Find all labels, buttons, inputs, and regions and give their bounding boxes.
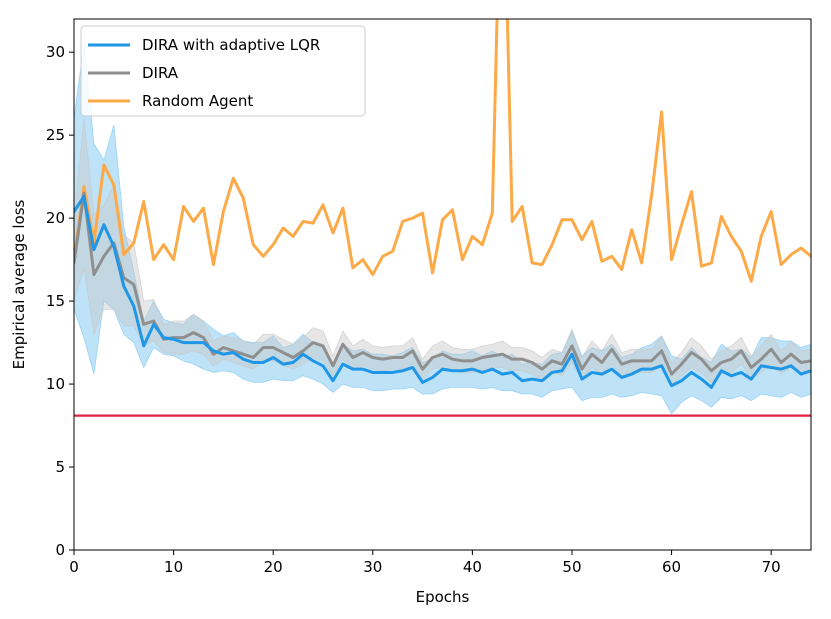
legend-label: Random Agent [142,92,253,110]
series-line-random-agent [74,19,811,283]
legend-box [80,25,366,117]
x-axis-label: Epochs [416,588,470,606]
y-tick-label: 20 [46,209,65,227]
y-tick-label: 25 [46,126,65,144]
x-tick-label: 10 [164,558,183,576]
series-line-dira [74,191,811,376]
x-tick-label: 20 [264,558,283,576]
y-tick-label: 15 [46,292,65,310]
y-axis-label: Empirical average loss [10,199,28,369]
y-tick-label: 0 [55,541,65,559]
x-tick-label: 30 [363,558,382,576]
band-dira [74,118,811,387]
series-line-dira-with-adaptive-lqr [74,195,811,389]
x-tick-label: 70 [762,558,781,576]
series-lines [74,19,811,389]
legend-label: DIRA with adaptive LQR [142,36,320,54]
y-tick-label: 10 [46,375,65,393]
x-tick-label: 0 [69,558,79,576]
x-tick-label: 60 [662,558,681,576]
y-tick-label: 5 [55,458,65,476]
axes: 0 10 20 30 40 50 60 70 0 5 10 15 20 25 30 [46,18,812,576]
legend: DIRA with adaptive LQR DIRA Random Agent [80,25,366,117]
legend-label: DIRA [142,64,179,82]
x-tick-label: 40 [463,558,482,576]
y-tick-label: 30 [46,43,65,61]
plot-frame [73,18,812,551]
x-tick-label: 50 [562,558,581,576]
